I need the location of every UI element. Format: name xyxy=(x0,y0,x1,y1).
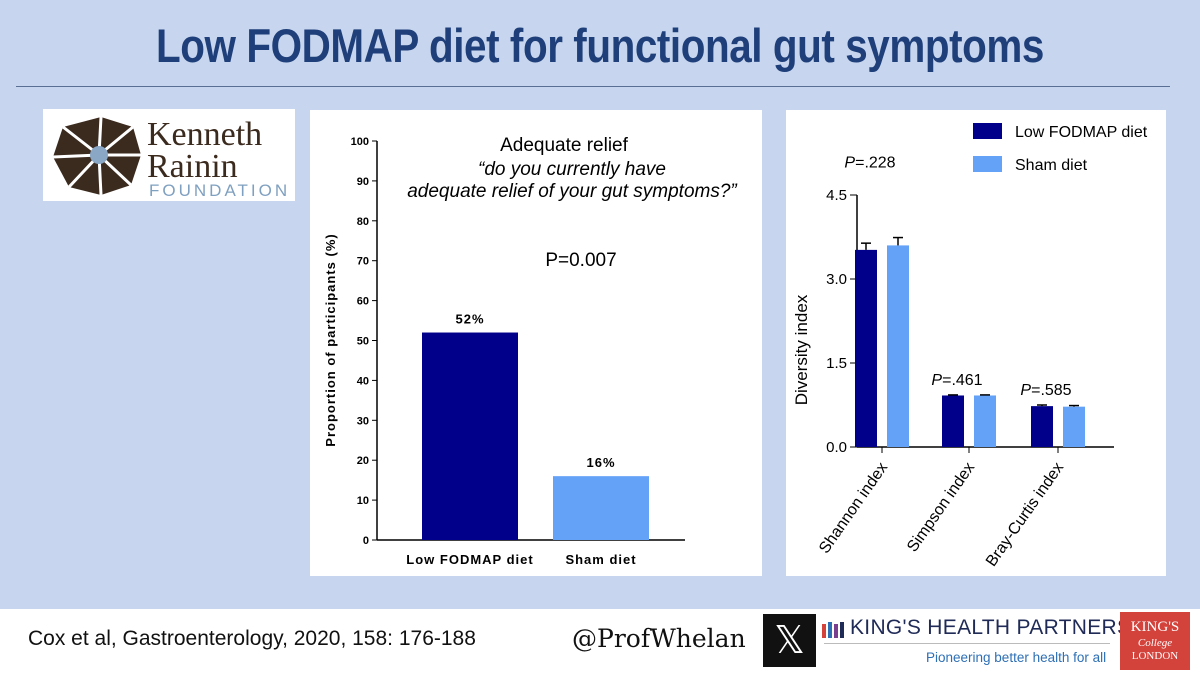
partner-divider xyxy=(824,643,1110,644)
bar-low-fodmap xyxy=(422,332,518,540)
adequate-relief-chart-panel: 0 10 20 30 40 50 60 70 80 90 100 Proportion of part… xyxy=(310,110,762,576)
bar-low-fodmap xyxy=(942,395,964,447)
khp-logo-icon xyxy=(822,622,844,638)
y-tick-label: 40 xyxy=(357,375,369,387)
x-logo-icon[interactable]: 𝕏 xyxy=(763,614,816,667)
legend-label: Sham diet xyxy=(1015,157,1088,174)
adequate-relief-chart: 0 10 20 30 40 50 60 70 80 90 100 Proportion of part… xyxy=(323,135,738,567)
p-value-text: =.228 xyxy=(855,155,896,172)
title-divider xyxy=(16,86,1170,87)
p-symbol: P xyxy=(1020,382,1031,399)
p-value-annotation: P=0.007 xyxy=(545,250,616,271)
logo-line-3: FOUNDATION xyxy=(149,181,290,200)
diversity-chart-panel: Low FODMAP diet Sham diet 0.0 1.5 3.0 4.5 Dive… xyxy=(786,110,1166,576)
y-axis-label: Diversity index xyxy=(792,294,811,405)
legend-swatch xyxy=(973,156,1002,172)
bar-sham xyxy=(974,395,996,447)
p-value-text: =.461 xyxy=(942,372,983,389)
footer-bar xyxy=(0,609,1200,675)
y-tick-label: 10 xyxy=(357,495,369,507)
slide-title: Low FODMAP diet for functional gut sympt… xyxy=(156,19,1044,72)
p-value-label: P=.228 xyxy=(844,155,895,172)
kenneth-rainin-logo: Kenneth Rainin FOUNDATION xyxy=(43,109,295,201)
y-tick-label: 100 xyxy=(351,136,369,148)
college-line-1: KING'S xyxy=(1130,619,1180,635)
bar-low-fodmap xyxy=(855,249,877,447)
x-category-label: Low FODMAP diet xyxy=(406,552,533,567)
p-symbol: P xyxy=(931,372,942,389)
legend-label: Low FODMAP diet xyxy=(1015,124,1148,141)
college-line-2: College xyxy=(1137,637,1173,649)
y-tick-label: 0.0 xyxy=(826,439,847,456)
p-value-label: P=.585 xyxy=(1020,382,1071,399)
subtitle-line: “do you currently have xyxy=(478,159,666,180)
x-category-label: Sham diet xyxy=(565,552,636,567)
y-tick-label: 30 xyxy=(357,415,369,427)
chart-subtitle: “do you currently have adequate relief of… xyxy=(407,159,738,202)
y-tick-label: 4.5 xyxy=(826,187,847,204)
partner-tagline: Pioneering better health for all xyxy=(926,650,1107,665)
x-category-label: Simpson index xyxy=(904,460,978,556)
bar-sham xyxy=(553,476,649,540)
social-handle[interactable]: @ProfWhelan xyxy=(572,624,746,653)
bar-sham xyxy=(1063,406,1085,447)
partner-name: KING'S HEALTH PARTNERS xyxy=(850,616,1132,639)
diversity-index-chart: Low FODMAP diet Sham diet 0.0 1.5 3.0 4.5 Dive… xyxy=(792,123,1148,570)
x-category-label: Bray-Curtis index xyxy=(983,460,1067,570)
citation: Cox et al, Gastroenterology, 2020, 158: … xyxy=(28,627,476,650)
y-tick-label: 70 xyxy=(357,256,369,268)
bar-value-label: 52% xyxy=(455,312,484,327)
logo-line-2: Rainin xyxy=(147,148,238,185)
y-tick-label: 20 xyxy=(357,455,369,467)
logo-graphic: Kenneth Rainin FOUNDATION xyxy=(52,116,290,200)
subtitle-line: adequate relief of your gut symptoms?” xyxy=(407,181,738,202)
y-tick-label: 3.0 xyxy=(826,271,847,288)
p-symbol: P xyxy=(844,155,855,172)
bar-low-fodmap xyxy=(1031,406,1053,447)
y-tick-label: 50 xyxy=(357,336,369,348)
y-tick-label: 1.5 xyxy=(826,355,847,372)
foundation-emblem-icon xyxy=(52,116,141,196)
y-tick-label: 60 xyxy=(357,296,369,308)
bar-value-label: 16% xyxy=(586,455,615,470)
y-tick-label: 80 xyxy=(357,216,369,228)
bar-sham xyxy=(887,245,909,447)
p-value-text: =.585 xyxy=(1031,382,1072,399)
y-axis-label: Proportion of participants (%) xyxy=(323,233,338,446)
legend-swatch xyxy=(973,123,1002,139)
logo-line-1: Kenneth xyxy=(147,116,262,153)
y-tick-label: 90 xyxy=(357,176,369,188)
chart-title: Adequate relief xyxy=(500,135,629,156)
p-value-label: P=.461 xyxy=(931,372,982,389)
kings-college-logo: KING'S College LONDON xyxy=(1120,612,1190,670)
x-category-label: Shannon index xyxy=(816,460,891,557)
y-tick-label: 0 xyxy=(363,535,369,547)
college-line-3: LONDON xyxy=(1131,650,1179,662)
